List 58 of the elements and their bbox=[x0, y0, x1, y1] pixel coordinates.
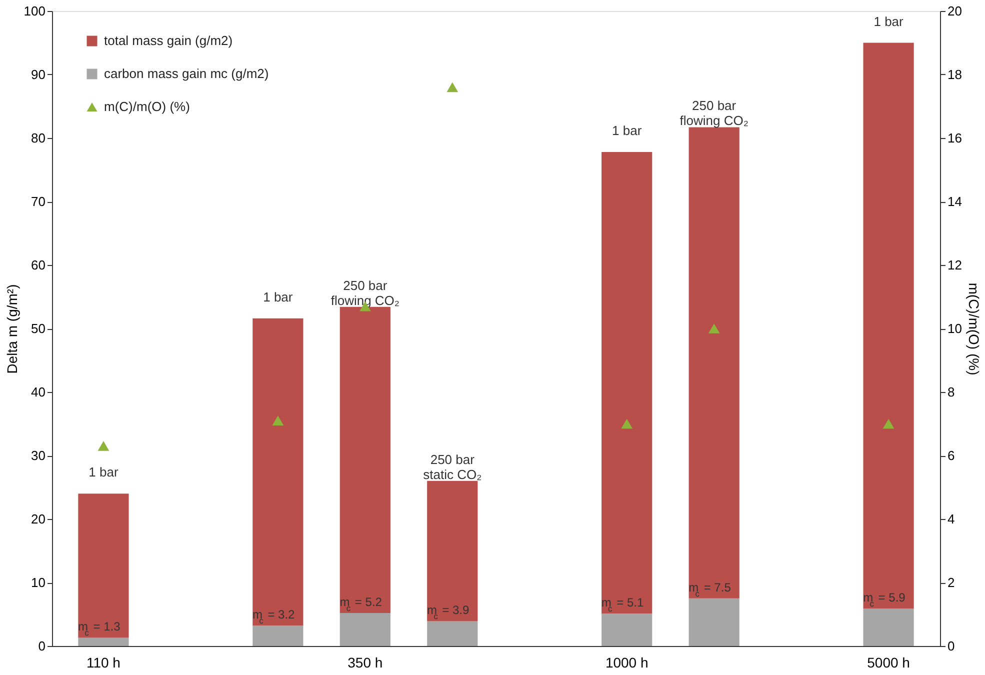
y-tick-label: 90 bbox=[31, 67, 46, 82]
annotation: 1 bar bbox=[874, 14, 904, 29]
y-axis-title: Delta m (g/m²) bbox=[4, 284, 20, 374]
y-tick-label: 0 bbox=[38, 638, 46, 654]
y-tick-label: 60 bbox=[31, 258, 46, 272]
annotation: 1 bar bbox=[88, 464, 119, 480]
x-tick-label: 5000 h bbox=[867, 654, 910, 670]
bar bbox=[340, 306, 390, 613]
bar bbox=[688, 598, 740, 646]
point bbox=[708, 324, 720, 334]
point bbox=[621, 418, 633, 429]
legend-label: total mass gain (g/m2) bbox=[104, 33, 233, 48]
annotation: 1 bar bbox=[612, 122, 642, 138]
y2-tick-label: 12 bbox=[948, 258, 962, 272]
bar bbox=[602, 614, 652, 646]
bar bbox=[252, 318, 304, 626]
x-tick-label: 350 h bbox=[348, 654, 383, 670]
point bbox=[446, 82, 458, 92]
y2-tick-label: 2 bbox=[948, 575, 955, 590]
bar bbox=[688, 127, 740, 598]
y2-tick-label: 6 bbox=[948, 448, 955, 463]
y-tick-label: 20 bbox=[31, 512, 46, 526]
point bbox=[882, 418, 894, 429]
y-tick-label: 100 bbox=[24, 4, 46, 18]
bar bbox=[602, 152, 652, 614]
legend-label: carbon mass gain mc (g/m2) bbox=[104, 66, 269, 81]
legend-label: m(C)/m(O) (%) bbox=[104, 99, 190, 114]
y2-tick-label: 16 bbox=[948, 130, 962, 146]
annotation: 250 bar flowing CO₂ bbox=[680, 98, 748, 128]
x-tick-label: 110 h bbox=[86, 654, 120, 670]
y2-axis-title: m(C)/m(O) (%) bbox=[966, 282, 982, 376]
y-tick-label: 70 bbox=[31, 194, 46, 209]
y2-tick-label: 18 bbox=[948, 67, 962, 82]
annotation: 1 bar bbox=[263, 289, 294, 304]
bar bbox=[863, 42, 914, 609]
y-tick-label: 40 bbox=[31, 384, 46, 400]
y2-tick-label: 0 bbox=[948, 638, 955, 654]
y-tick-label: 50 bbox=[31, 321, 46, 336]
bar bbox=[863, 608, 914, 646]
y-tick-label: 10 bbox=[31, 575, 46, 590]
bar bbox=[78, 494, 129, 638]
bar bbox=[427, 480, 478, 622]
bar bbox=[427, 621, 478, 646]
y2-tick-label: 10 bbox=[948, 321, 962, 336]
y2-tick-label: 4 bbox=[948, 512, 955, 526]
bar bbox=[340, 612, 390, 646]
point bbox=[272, 416, 284, 426]
point bbox=[98, 441, 110, 451]
y-tick-label: 30 bbox=[31, 448, 46, 463]
y2-tick-label: 20 bbox=[948, 4, 962, 18]
y-tick-label: 80 bbox=[31, 130, 46, 146]
bar bbox=[78, 638, 129, 646]
y2-tick-label: 14 bbox=[948, 194, 962, 209]
y2-tick-label: 8 bbox=[948, 384, 955, 400]
annotation: 250 bar static CO₂ bbox=[423, 452, 482, 482]
annotation: 250 bar flowing CO₂ bbox=[330, 278, 400, 308]
x-tick-label: 1000 h bbox=[605, 654, 648, 670]
bar bbox=[252, 626, 304, 646]
